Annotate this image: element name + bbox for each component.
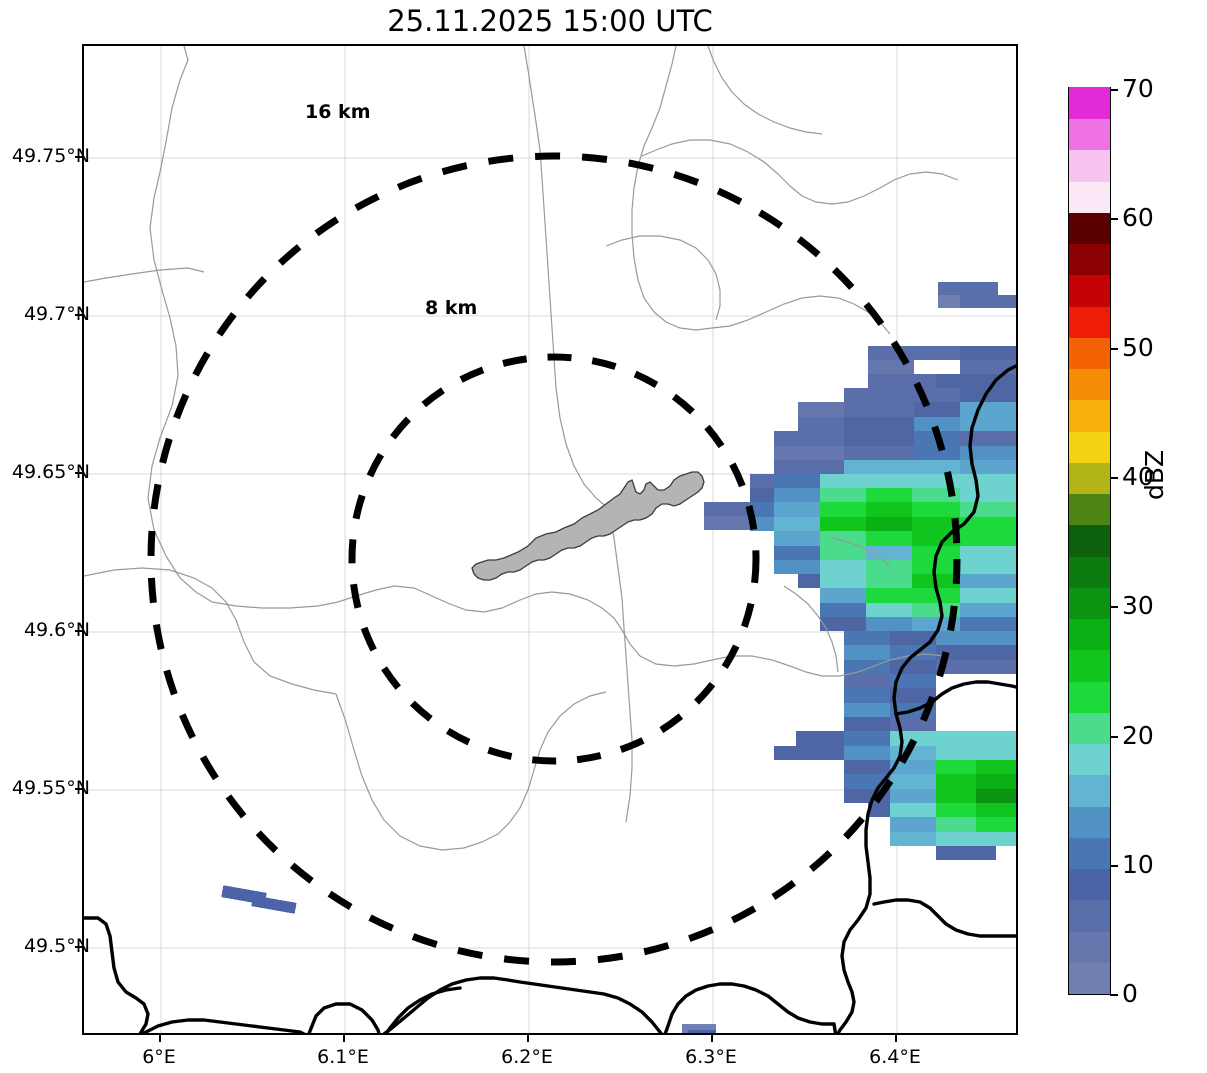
xtick-label-2: 6.2°E bbox=[501, 1046, 553, 1068]
echo-streak-northeast bbox=[938, 282, 1016, 308]
colorbar-cell bbox=[1069, 274, 1110, 307]
cbar-ticklabel-30: 30 bbox=[1122, 591, 1154, 620]
colorbar-cell bbox=[1069, 431, 1110, 463]
colorbar-cell bbox=[1069, 618, 1110, 651]
xtick-label-3: 6.3°E bbox=[685, 1046, 737, 1068]
colorbar-cell bbox=[1069, 87, 1110, 120]
ytick-mark-0 bbox=[75, 156, 82, 158]
range-ring-label-8km: 8 km bbox=[425, 297, 478, 319]
xtick-label-0: 6°E bbox=[142, 1046, 176, 1068]
map-axes bbox=[82, 44, 1018, 1035]
colorbar-cell bbox=[1069, 556, 1110, 588]
xtick-label-4: 6.4°E bbox=[869, 1046, 921, 1068]
cbar-tick-40 bbox=[1110, 477, 1118, 479]
colorbar-cell bbox=[1069, 493, 1110, 526]
cbar-tick-70 bbox=[1110, 89, 1118, 91]
colorbar-cell bbox=[1069, 868, 1110, 901]
colorbar-cell bbox=[1069, 399, 1110, 432]
colorbar-cell bbox=[1069, 743, 1110, 776]
range-ring-16km bbox=[147, 152, 961, 966]
cbar-ticklabel-0: 0 bbox=[1122, 979, 1138, 1008]
range-ring-label-16km: 16 km bbox=[305, 101, 371, 123]
cbar-tick-60 bbox=[1110, 218, 1118, 220]
xtick-mark-1 bbox=[343, 1035, 345, 1042]
colorbar-cell bbox=[1069, 774, 1110, 807]
colorbar-cell bbox=[1069, 149, 1110, 182]
echo-main-cell-north bbox=[704, 346, 1016, 603]
colorbar-cell bbox=[1069, 962, 1110, 994]
range-rings bbox=[147, 152, 961, 966]
range-ring-8km bbox=[348, 353, 760, 765]
ytick-mark-3 bbox=[75, 630, 82, 632]
ytick-mark-4 bbox=[75, 788, 82, 790]
cbar-ticklabel-20: 20 bbox=[1122, 721, 1154, 750]
ytick-mark-5 bbox=[75, 946, 82, 948]
ytick-label-2: 49.65°N bbox=[11, 461, 90, 483]
colorbar-cell bbox=[1069, 899, 1110, 932]
echo-tail-south bbox=[820, 603, 1016, 731]
cbar-ticklabel-50: 50 bbox=[1122, 333, 1154, 362]
echo-edge-south bbox=[682, 1024, 716, 1033]
echo-streak-southwest bbox=[221, 885, 297, 914]
ytick-mark-2 bbox=[75, 472, 82, 474]
colorbar-cell bbox=[1069, 118, 1110, 151]
colorbar-cell bbox=[1069, 181, 1110, 213]
cbar-ticklabel-70: 70 bbox=[1122, 74, 1154, 103]
cbar-ticklabel-40: 40 bbox=[1122, 462, 1154, 491]
colorbar-cell bbox=[1069, 587, 1110, 620]
ytick-label-4: 49.55°N bbox=[11, 777, 90, 799]
cbar-ticklabel-10: 10 bbox=[1122, 850, 1154, 879]
colorbar-cell bbox=[1069, 649, 1110, 682]
colorbar-title: dBZ bbox=[1140, 449, 1169, 500]
echo-cell-southeast bbox=[796, 731, 1016, 860]
cbar-tick-50 bbox=[1110, 348, 1118, 350]
plot-title: 25.11.2025 15:00 UTC bbox=[387, 4, 713, 38]
colorbar-cell bbox=[1069, 681, 1110, 713]
colorbar bbox=[1068, 87, 1111, 995]
admin-boundaries bbox=[84, 46, 959, 851]
xtick-mark-4 bbox=[895, 1035, 897, 1042]
xtick-mark-3 bbox=[711, 1035, 713, 1042]
colorbar-cell bbox=[1069, 368, 1110, 401]
colorbar-cell bbox=[1069, 805, 1110, 838]
map-canvas bbox=[84, 46, 1016, 1033]
echo-spur-west bbox=[774, 746, 844, 760]
radar-echo-layer bbox=[221, 282, 1016, 1033]
colorbar-cell bbox=[1069, 243, 1110, 276]
colorbar-cell bbox=[1069, 306, 1110, 338]
cbar-tick-30 bbox=[1110, 606, 1118, 608]
xtick-label-1: 6.1°E bbox=[317, 1046, 369, 1068]
ytick-label-0: 49.75°N bbox=[11, 145, 90, 167]
colorbar-cell bbox=[1069, 337, 1110, 370]
colorbar-cell bbox=[1069, 930, 1110, 963]
colorbar-cell bbox=[1069, 462, 1110, 495]
cbar-tick-20 bbox=[1110, 736, 1118, 738]
xtick-mark-2 bbox=[527, 1035, 529, 1042]
colorbar-cell bbox=[1069, 524, 1110, 557]
xtick-mark-0 bbox=[159, 1035, 161, 1042]
cbar-tick-10 bbox=[1110, 865, 1118, 867]
lake-polygon bbox=[471, 471, 705, 581]
ytick-label-1: 49.7°N bbox=[23, 303, 90, 325]
cbar-ticklabel-60: 60 bbox=[1122, 203, 1154, 232]
ytick-label-3: 49.6°N bbox=[23, 619, 90, 641]
colorbar-cell bbox=[1069, 712, 1110, 745]
ytick-label-5: 49.5°N bbox=[23, 935, 90, 957]
cbar-tick-0 bbox=[1110, 994, 1118, 996]
colorbar-cell bbox=[1069, 837, 1110, 870]
ytick-mark-1 bbox=[75, 314, 82, 316]
colorbar-cell bbox=[1069, 212, 1110, 245]
country-border bbox=[84, 364, 1016, 1033]
